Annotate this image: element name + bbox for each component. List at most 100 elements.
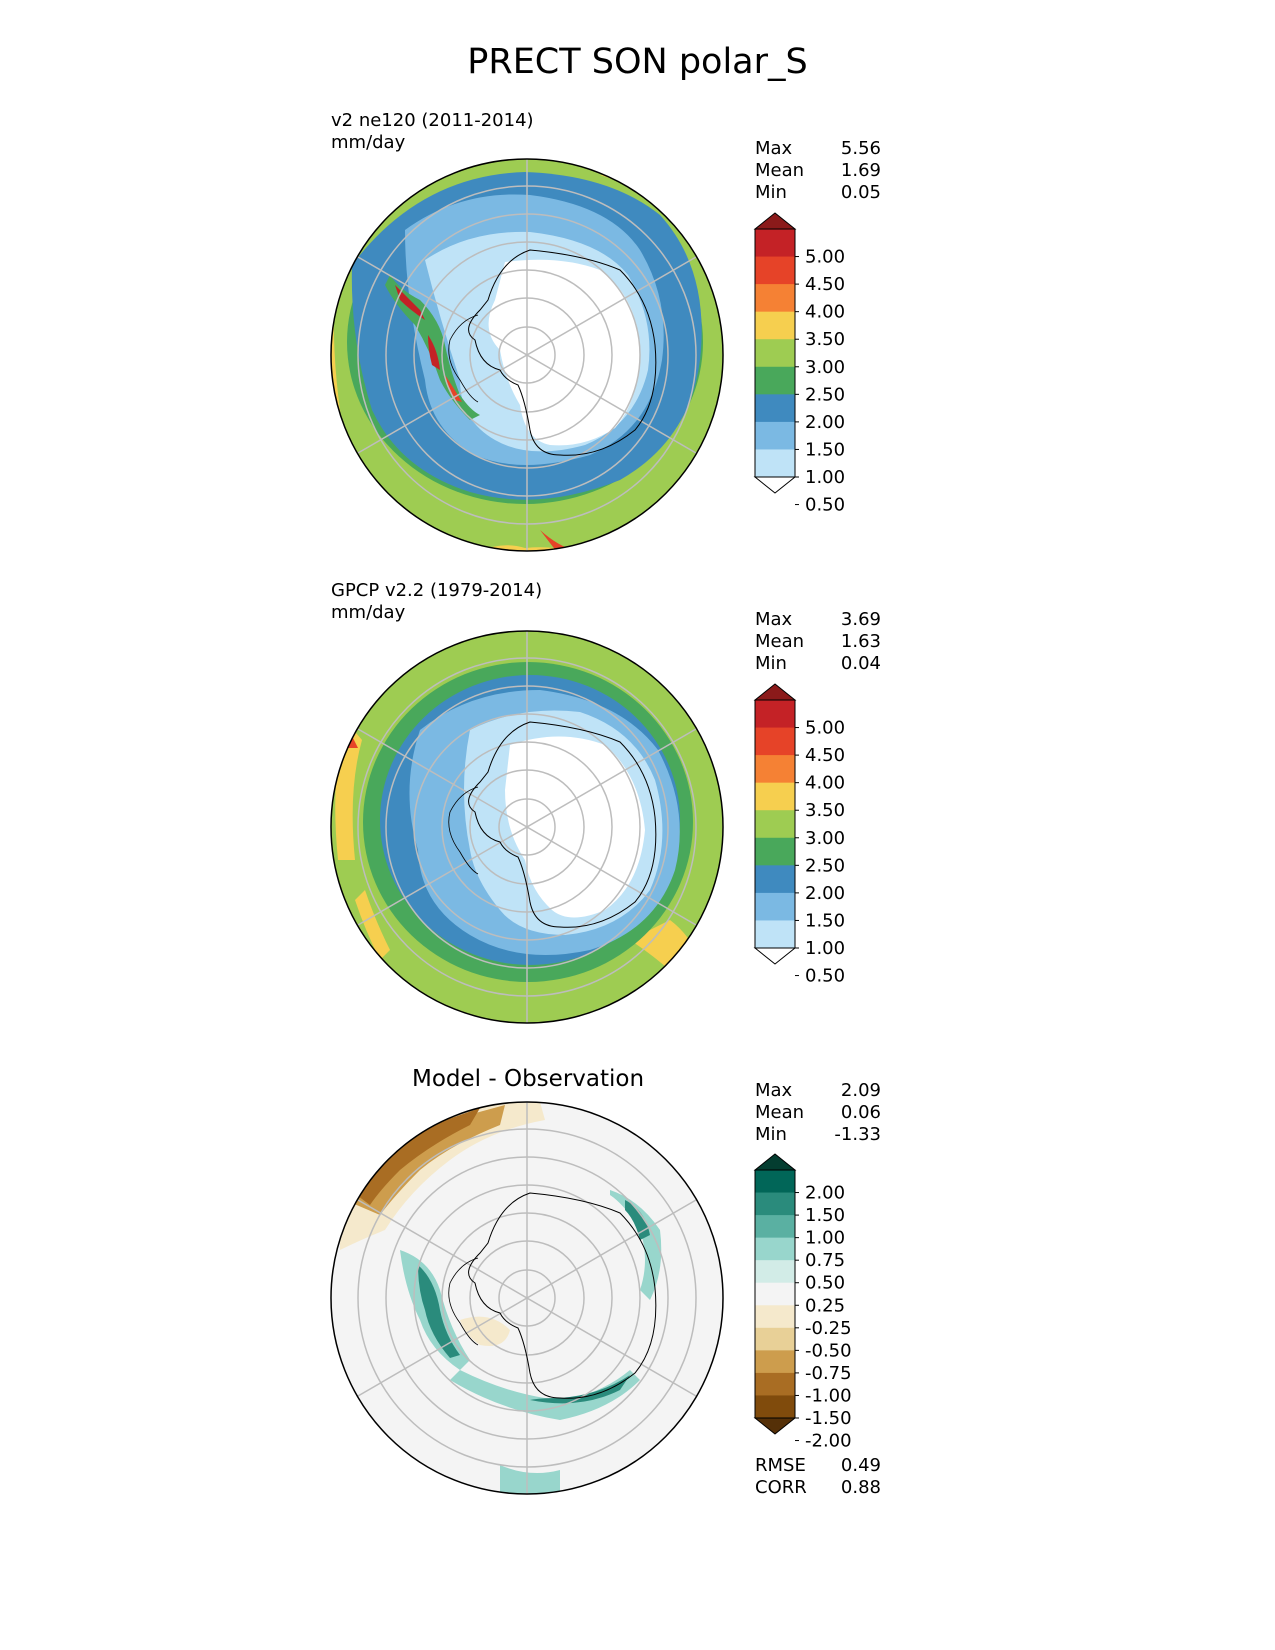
model-graticule [357, 159, 697, 551]
diff-neg-4 [460, 1316, 510, 1346]
model-peninsula-coast [448, 314, 479, 403]
colorbar-swatch [755, 1372, 795, 1396]
colorbar-tick-label: 2.00 [805, 1183, 845, 1204]
obs-units: mm/day [331, 602, 406, 623]
colorbar-tick-label: -0.75 [805, 1363, 852, 1384]
colorbar-swatch [755, 755, 795, 784]
colorbar-extend-min [753, 476, 797, 494]
colorbar-tick-label: 0.75 [805, 1250, 845, 1271]
obs-graticule [357, 631, 697, 1023]
metric-value: 0.88 [840, 1477, 881, 1498]
stat-label: Mean [755, 631, 805, 652]
diff-colorbar: 2.001.501.000.750.500.25-0.25-0.50-0.75-… [753, 1153, 852, 1452]
stat-value: 1.63 [840, 631, 881, 652]
metric-value: 0.49 [840, 1455, 881, 1476]
colorbar-swatch [755, 1260, 795, 1284]
diff-neg-3 [350, 1108, 480, 1205]
model-name: v2 ne120 (2011-2014) [331, 110, 534, 131]
colorbar-swatch [755, 366, 795, 395]
model-stats: Max 5.56 Mean 1.69 Min 0.05 [755, 138, 881, 204]
colorbar-swatch [755, 1215, 795, 1239]
figure-title: PRECT SON polar_S [467, 42, 808, 82]
peninsula-red-2 [428, 335, 440, 370]
stat-value: -1.33 [834, 1124, 881, 1145]
colorbar-swatch [755, 229, 795, 258]
stat-label: Min [755, 1124, 787, 1145]
colorbar-tick-label: 3.50 [805, 800, 845, 821]
colorbar-tick-label: 2.00 [805, 412, 845, 433]
colorbar-tick-label: 4.00 [805, 773, 845, 794]
diff-pos-s-core [530, 1375, 630, 1404]
model-coastline [468, 249, 657, 456]
model-subtitle: v2 ne120 (2011-2014) mm/day [331, 110, 534, 154]
colorbar-swatch [755, 284, 795, 313]
colorbar-tick-label: 3.00 [805, 357, 845, 378]
colorbar-frame [754, 228, 796, 478]
diff-metrics: RMSE 0.49 CORR 0.88 [755, 1455, 881, 1499]
stat-label: Mean [755, 1102, 805, 1123]
colorbar-swatch [755, 1192, 795, 1216]
colorbar-tick-label: 1.50 [805, 439, 845, 460]
stat-label: Min [755, 182, 787, 203]
colorbar-swatch [755, 339, 795, 368]
band-0-0.5 [505, 736, 645, 918]
peninsula-red-1 [395, 285, 425, 320]
diff-title: Model - Observation [412, 1066, 645, 1092]
colorbar-extend-min [753, 947, 797, 965]
colorbar-tick-label: 1.50 [805, 910, 845, 931]
colorbar-tick-label: 0.50 [805, 495, 845, 516]
colorbar-swatch [755, 421, 795, 450]
colorbar-tick-label: -0.25 [805, 1318, 852, 1339]
stat-label: Max [755, 609, 793, 630]
colorbar-tick-label: 2.00 [805, 883, 845, 904]
colorbar-tick-label: 5.00 [805, 718, 845, 739]
diff-graticule [357, 1102, 697, 1494]
colorbar-tick-label: 1.00 [805, 1228, 845, 1249]
colorbar-swatch [755, 865, 795, 894]
colorbar-swatch [755, 700, 795, 729]
stat-value: 2.09 [840, 1080, 881, 1101]
colorbar-swatch [755, 782, 795, 811]
model-map-border [330, 158, 724, 552]
metric-label: RMSE [755, 1455, 806, 1476]
colorbar-swatch [755, 1395, 795, 1419]
colorbar-swatch [755, 1327, 795, 1351]
colorbar-frame [754, 1169, 796, 1419]
obs-name: GPCP v2.2 (1979-2014) [331, 580, 543, 601]
colorbar-tick-label: 4.00 [805, 302, 845, 323]
diff-neg-2 [345, 1105, 505, 1215]
obs-map-border [330, 630, 724, 1024]
colorbar-extend-max [753, 1153, 797, 1171]
stat-value: 5.56 [840, 138, 881, 159]
colorbar-tick-label: 2.50 [805, 384, 845, 405]
diff-pos-w-core [418, 1265, 460, 1358]
colorbar-swatch [755, 1305, 795, 1329]
colorbar-swatch [755, 449, 795, 478]
stat-value: 0.04 [840, 653, 881, 674]
colorbar-tick-label: 4.50 [805, 745, 845, 766]
obs-coastline [468, 721, 657, 928]
colorbar-swatch [755, 727, 795, 756]
colorbar-swatch [755, 256, 795, 285]
colorbar-tick-label: 1.00 [805, 467, 845, 488]
colorbar-tick-label: 1.50 [805, 1205, 845, 1226]
obs-colorbar: 5.00 4.50 4.00 3.50 3.00 2.50 2.00 1.50 1.00 0.50 [753, 683, 845, 987]
colorbar-tick-label: -0.50 [805, 1340, 852, 1361]
colorbar-tick-label: -2.00 [805, 1431, 852, 1452]
colorbar-swatch [755, 892, 795, 921]
obs-map [330, 630, 724, 1024]
colorbar-tick-label: 3.50 [805, 329, 845, 350]
colorbar-swatch [755, 1237, 795, 1261]
colorbar-extend-max [753, 212, 797, 230]
stat-value: 1.69 [840, 160, 881, 181]
colorbar-tick-label: 3.00 [805, 828, 845, 849]
colorbar-tick-label: 0.50 [805, 1273, 845, 1294]
stat-label: Max [755, 138, 793, 159]
stat-value: 3.69 [840, 609, 881, 630]
colorbar-swatch [755, 1350, 795, 1374]
diff-peninsula-coast [448, 1257, 479, 1346]
obs-subtitle: GPCP v2.2 (1979-2014) mm/day [331, 580, 542, 624]
colorbar-extend-min [753, 1417, 797, 1435]
colorbar-tick-label: -1.00 [805, 1385, 852, 1406]
